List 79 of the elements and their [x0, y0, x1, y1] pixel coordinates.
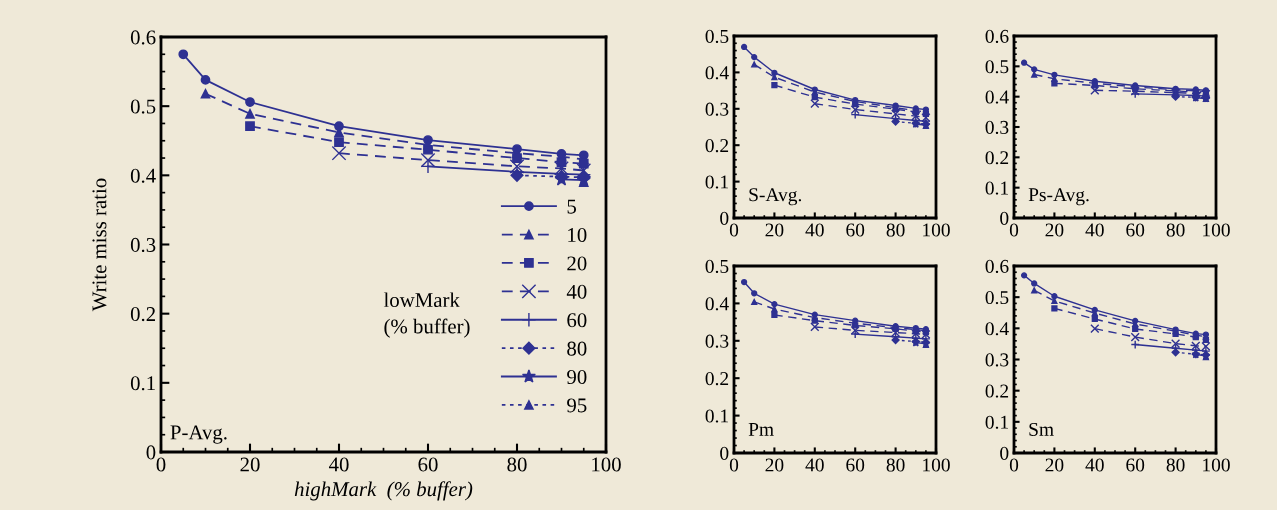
y-tick-label: 0.4 [705, 297, 729, 311]
x-tick-label: 20 [240, 457, 260, 472]
x-tick-label: 0 [156, 457, 166, 472]
x-tick-label: 40 [1085, 223, 1104, 237]
x-tick-label: 80 [1166, 223, 1185, 237]
x-tick-label: 0 [729, 458, 739, 472]
x-tick-label: 80 [886, 223, 905, 237]
y-tick-label: 0.6 [985, 259, 1009, 274]
y-tick-label: 0.5 [985, 60, 1009, 74]
legend-label: 90 [567, 369, 587, 385]
y-tick-label: 0.3 [985, 353, 1009, 367]
y-tick-label: 0.3 [705, 334, 729, 348]
y-tick-label: 0.2 [985, 384, 1009, 398]
x-tick-label: 20 [1045, 223, 1064, 237]
x-tick-label: 20 [1045, 458, 1064, 472]
x-tick-label: 0 [1009, 458, 1019, 472]
x-tick-label: 100 [592, 457, 621, 472]
y-tick-label: 0.5 [705, 29, 729, 44]
y-tick-label: 0 [146, 445, 156, 460]
x-tick-label: 60 [418, 457, 438, 472]
y-tick-label: 0 [1000, 446, 1009, 460]
y-tick-label: 0.5 [130, 99, 156, 114]
x-tick-label: 20 [765, 223, 784, 237]
y-tick-label: 0.1 [705, 409, 728, 423]
x-tick-label: 100 [1203, 223, 1230, 237]
y-tick-label: 0.2 [705, 372, 729, 386]
annotation: P-Avg. [170, 425, 227, 444]
x-tick-label: 0 [1009, 223, 1019, 237]
y-tick-label: 0.6 [130, 30, 156, 45]
x-tick-label: 80 [507, 457, 527, 472]
annotation: lowMark (% buffer) [383, 292, 470, 338]
x-tick-label: 100 [923, 223, 950, 237]
y-tick-label: 0 [1000, 211, 1009, 225]
annotation: Pm [748, 423, 774, 436]
y-tick-label: 0.2 [705, 139, 729, 153]
x-tick-label: 80 [1166, 458, 1185, 472]
x-tick-label: 20 [765, 458, 784, 472]
x-tick-label: 40 [328, 457, 349, 472]
y-tick-label: 0.4 [705, 66, 729, 80]
x-tick-label: 0 [729, 223, 739, 237]
y-tick-label: 0.5 [985, 290, 1009, 305]
legend-label: 10 [568, 227, 587, 243]
y-tick-label: 0.4 [130, 168, 156, 183]
x-tick-label: 80 [886, 458, 905, 472]
x-tick-label: 60 [1126, 458, 1145, 472]
x-tick-label: 60 [846, 458, 865, 472]
y-tick-label: 0.4 [985, 322, 1009, 336]
annotation: S-Avg. [749, 188, 802, 206]
y-tick-label: 0.2 [985, 151, 1009, 165]
annotation: Ps-Avg. [1028, 188, 1089, 206]
x-tick-label: 100 [1203, 458, 1230, 472]
y-tick-label: 0.3 [705, 102, 729, 116]
legend-label: 95 [567, 398, 587, 413]
y-tick-label: 0.6 [985, 29, 1009, 44]
x-tick-label: 100 [923, 458, 950, 472]
x-tick-label: 40 [1085, 458, 1104, 472]
y-tick-label: 0.1 [985, 415, 1008, 429]
annotation: Sm [1029, 422, 1054, 436]
y-tick-label: 0.1 [705, 175, 728, 189]
legend-label: 40 [566, 284, 587, 299]
legend-label: 20 [567, 256, 587, 271]
legend-label: 60 [567, 313, 587, 328]
x-tick-label: 40 [805, 458, 824, 472]
legend-label: 5 [567, 199, 577, 214]
y-tick-label: 0.2 [130, 307, 155, 322]
y-tick-label: 0.4 [985, 90, 1009, 104]
y-tick-label: 0.1 [985, 181, 1008, 195]
y-tick-label: 0 [720, 446, 729, 460]
x-axis-title: highMark (% buffer) [294, 481, 473, 501]
legend-label: 80 [567, 341, 587, 356]
y-axis-title: Write miss ratio [92, 178, 107, 312]
y-tick-label: 0.3 [130, 237, 156, 253]
y-tick-label: 0.3 [985, 120, 1009, 135]
y-tick-label: 0 [720, 211, 729, 225]
x-tick-label: 40 [805, 223, 824, 237]
y-tick-label: 0.5 [705, 259, 729, 274]
x-tick-label: 60 [846, 223, 865, 237]
y-tick-label: 0.1 [130, 376, 155, 391]
x-tick-label: 60 [1126, 223, 1145, 237]
